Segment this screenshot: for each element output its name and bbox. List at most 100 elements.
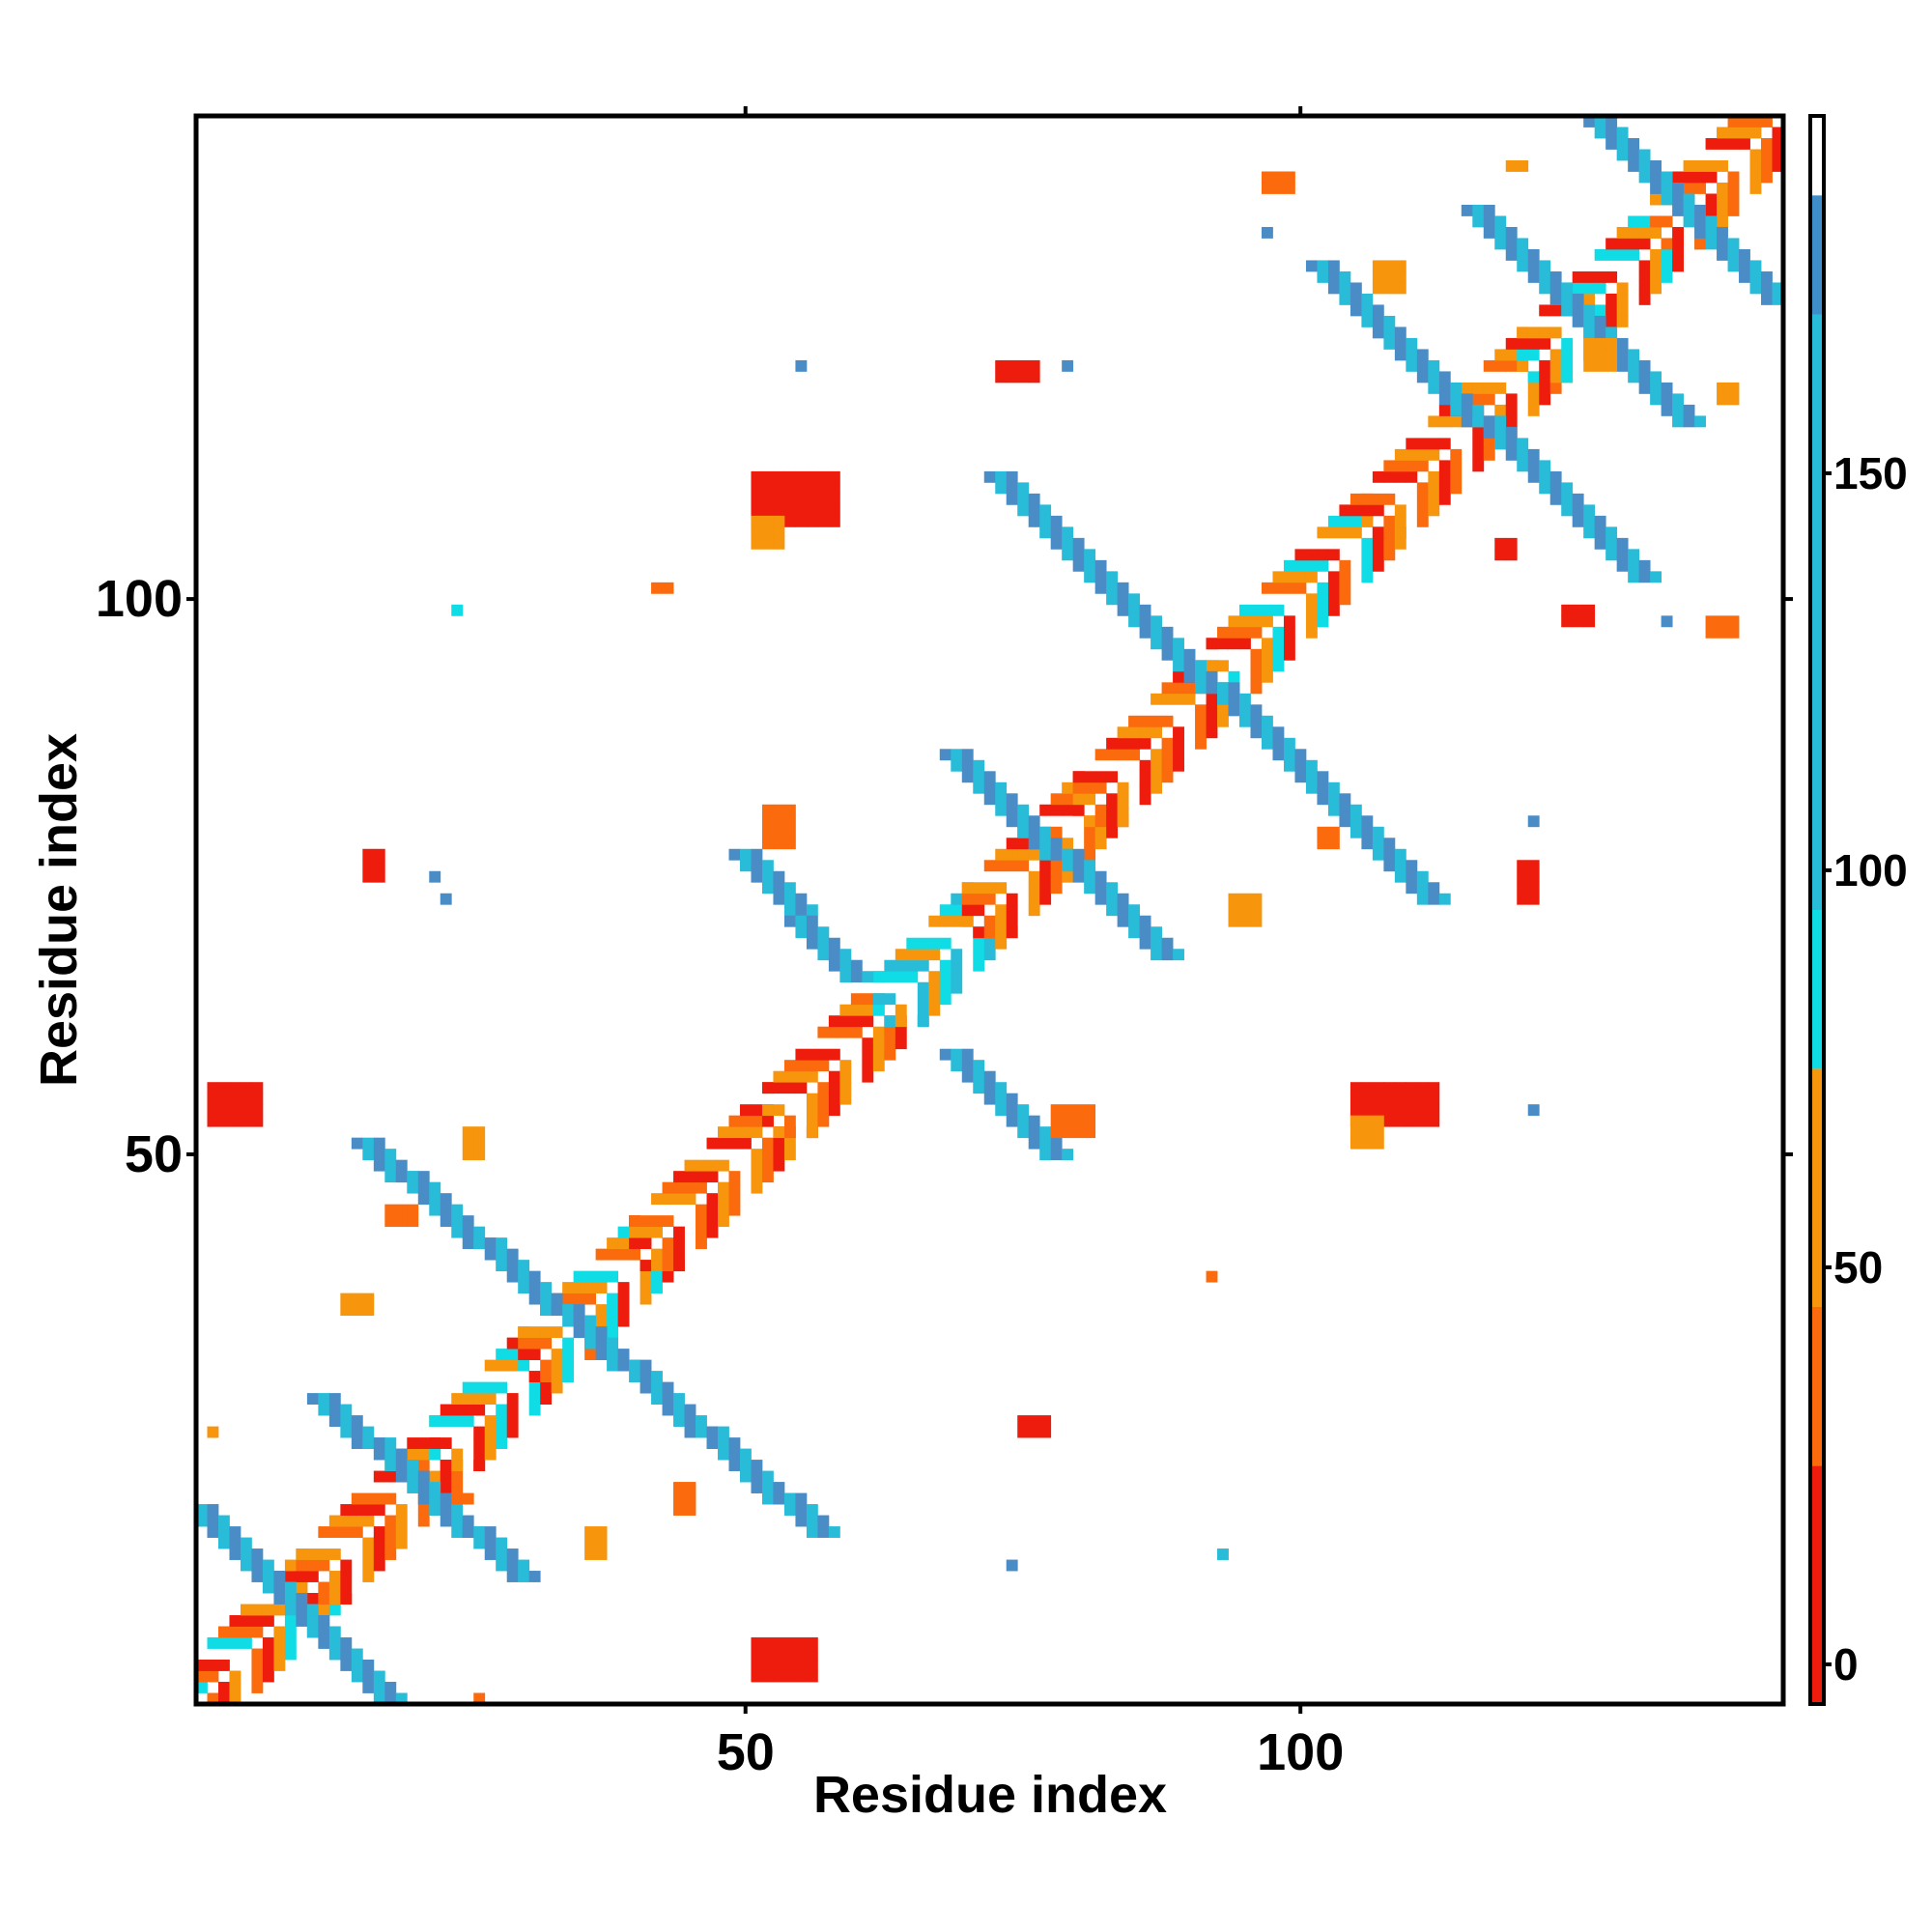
- diagonal-contact-cell: [318, 1526, 330, 1538]
- diagonal-contact-cell: [817, 1104, 830, 1117]
- diagonal-contact-cell: [1128, 749, 1141, 761]
- diagonal-contact-cell: [1616, 248, 1629, 261]
- diagonal-contact-cell: [1028, 893, 1040, 905]
- cluster-contact-cell: [1561, 615, 1574, 628]
- diagonal-contact-cell: [584, 1293, 597, 1305]
- diagonal-contact-cell: [1361, 504, 1374, 517]
- antiparallel-contact-cell: [296, 1593, 308, 1605]
- diagonal-contact-cell: [928, 937, 941, 950]
- diagonal-contact-cell: [718, 1215, 729, 1228]
- antiparallel-contact-cell: [1128, 904, 1141, 917]
- cluster-contact-cell: [1350, 1126, 1362, 1139]
- antiparallel-contact-cell: [1683, 204, 1695, 216]
- diagonal-contact-cell: [1383, 537, 1396, 550]
- diagonal-contact-cell: [1017, 860, 1030, 872]
- cluster-contact-cell: [806, 1637, 818, 1649]
- antiparallel-contact-cell: [639, 1381, 652, 1394]
- diagonal-contact-cell: [584, 1282, 597, 1294]
- cluster-contact-cell: [1372, 1082, 1384, 1094]
- cluster-contact-cell: [1605, 337, 1618, 350]
- antiparallel-contact-cell: [761, 1470, 774, 1483]
- diagonal-contact-cell: [817, 1082, 830, 1094]
- antiparallel-contact-cell: [1661, 182, 1673, 194]
- cluster-contact-cell: [207, 1093, 219, 1105]
- diagonal-contact-cell: [1527, 349, 1540, 361]
- antiparallel-contact-cell: [1294, 759, 1307, 772]
- antiparallel-contact-cell: [1383, 315, 1396, 327]
- diagonal-contact-cell: [917, 937, 929, 950]
- diagonal-contact-cell: [484, 1359, 497, 1372]
- diagonal-contact-cell: [795, 1060, 808, 1072]
- antiparallel-contact-cell: [1094, 882, 1107, 895]
- diagonal-contact-cell: [1761, 149, 1773, 161]
- antiparallel-contact-cell: [1416, 359, 1429, 372]
- antiparallel-contact-cell: [1272, 726, 1285, 739]
- antiparallel-contact-cell: [1050, 526, 1063, 539]
- diagonal-contact-cell: [884, 971, 896, 983]
- antiparallel-contact-cell: [1084, 559, 1096, 572]
- diagonal-contact-cell: [1383, 470, 1396, 483]
- antiparallel-contact-cell: [451, 1526, 464, 1538]
- antiparallel-contact-cell: [1683, 404, 1695, 416]
- diagonal-contact-cell: [872, 993, 885, 1006]
- diagonal-contact-cell: [1317, 526, 1329, 539]
- diagonal-contact-cell: [783, 1149, 796, 1161]
- diagonal-contact-cell: [1261, 604, 1273, 616]
- diagonal-contact-cell: [1472, 438, 1485, 450]
- cluster-contact-cell: [1272, 182, 1285, 194]
- antiparallel-contact-cell: [1050, 1137, 1063, 1150]
- antiparallel-contact-cell: [440, 1504, 452, 1516]
- antiparallel-contact-cell: [573, 1315, 585, 1327]
- cluster-contact-cell: [1416, 1115, 1429, 1127]
- antiparallel-contact-cell: [1638, 382, 1651, 394]
- diagonal-contact-cell: [273, 1604, 286, 1616]
- antiparallel-contact-cell: [973, 1082, 985, 1094]
- antiparallel-contact-cell: [518, 1282, 530, 1294]
- diagonal-contact-cell: [1283, 559, 1295, 572]
- cluster-contact-cell: [1350, 1104, 1362, 1117]
- isolated-contact-cell: [1661, 615, 1673, 628]
- antiparallel-contact-cell: [1572, 293, 1584, 305]
- diagonal-contact-cell: [828, 1093, 840, 1105]
- diagonal-contact-cell: [1084, 793, 1096, 806]
- antiparallel-contact-cell: [1583, 304, 1596, 317]
- diagonal-contact-cell: [551, 1381, 563, 1394]
- diagonal-contact-cell: [961, 915, 974, 927]
- diagonal-contact-cell: [696, 1171, 707, 1183]
- cluster-contact-cell: [1394, 270, 1406, 283]
- antiparallel-contact-cell: [739, 1470, 752, 1483]
- diagonal-contact-cell: [639, 1270, 652, 1283]
- antiparallel-contact-cell: [584, 1326, 597, 1339]
- diagonal-contact-cell: [384, 1492, 397, 1505]
- diagonal-contact-cell: [706, 1204, 719, 1216]
- diagonal-contact-cell: [296, 1581, 308, 1594]
- antiparallel-contact-cell: [540, 1304, 553, 1317]
- antiparallel-contact-cell: [1605, 549, 1618, 561]
- diagonal-contact-cell: [573, 1282, 585, 1294]
- diagonal-contact-cell: [451, 1482, 464, 1493]
- cluster-contact-cell: [1605, 359, 1618, 372]
- antiparallel-contact-cell: [1394, 337, 1406, 350]
- diagonal-contact-cell: [1761, 116, 1773, 128]
- diagonal-contact-cell: [1006, 915, 1018, 927]
- diagonal-contact-cell: [506, 1415, 519, 1427]
- diagonal-contact-cell: [1650, 193, 1662, 206]
- diagonal-contact-cell: [1727, 116, 1740, 128]
- antiparallel-contact-cell: [1761, 270, 1773, 283]
- diagonal-contact-cell: [462, 1381, 474, 1394]
- diagonal-contact-cell: [739, 1137, 752, 1150]
- antiparallel-contact-cell: [1339, 293, 1351, 305]
- cluster-contact-cell: [773, 1637, 785, 1649]
- diagonal-contact-cell: [761, 1104, 774, 1117]
- diagonal-contact-cell: [839, 1060, 852, 1072]
- diagonal-contact-cell: [1749, 116, 1762, 128]
- antiparallel-contact-cell: [528, 1282, 541, 1294]
- cluster-contact-cell: [1350, 1137, 1362, 1150]
- cluster-contact-cell: [1717, 615, 1728, 628]
- cluster-contact-cell: [817, 493, 830, 505]
- diagonal-contact-cell: [1339, 582, 1351, 594]
- antiparallel-contact-cell: [1272, 737, 1285, 750]
- antiparallel-contact-cell: [739, 860, 752, 872]
- diagonal-contact-cell: [318, 1548, 330, 1560]
- diagonal-contact-cell: [973, 904, 985, 917]
